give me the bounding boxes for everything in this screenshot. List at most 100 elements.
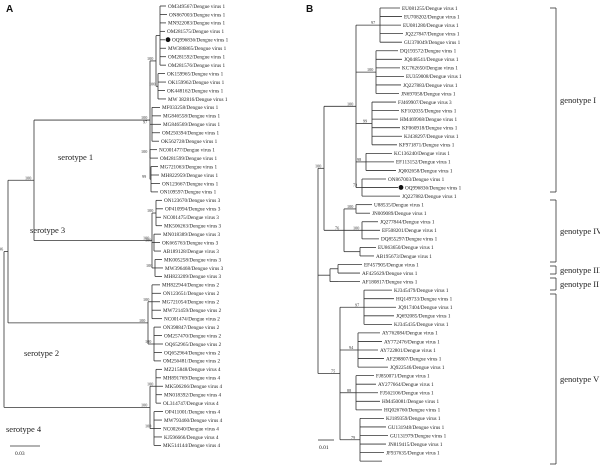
clade-serotype-1: serotype 1 (58, 152, 93, 162)
panelB-leaf: EU359008/Dengue virus 1 (406, 74, 462, 80)
panelB-leaf: HQ149733/Dengue virus 1 (396, 297, 453, 303)
panelB-leaf: KC762650/Dengue virus 1 (402, 66, 458, 72)
query-sequence-marker (165, 37, 171, 43)
panelB-bootstrap: 88 (347, 388, 351, 393)
panelA-leaf: OM349567/Dengue virus 1 (168, 4, 225, 10)
panelA-leaf: MG846558/Dengue virus 1 (163, 114, 220, 120)
panelA-leaf: ON123667/Dengue virus 1 (162, 181, 219, 187)
panelA-leaf: OK159962/Dengue virus 1 (168, 80, 225, 86)
panelA-leaf: OM281592/Dengue virus 1 (168, 55, 225, 61)
panelA-leaf: MW793460/Dengue virus 4 (164, 418, 223, 424)
panelB-leaf: JQ692085/Dengue virus 1 (396, 314, 451, 320)
panelB-leaf: EU863650/Dengue virus 1 (378, 245, 434, 251)
panelA-bootstrap: 100 (145, 424, 151, 429)
panelB-leaf: EF113152/Dengue virus 1 (396, 160, 451, 166)
panelA-leaf: ON109597/Dengue virus 1 (160, 190, 217, 196)
panelB-bootstrap: 79 (351, 435, 355, 440)
panelB-leaf: HM469968/Dengue virus 1 (400, 117, 457, 123)
panelB-leaf: KJ438297/Dengue virus 1 (404, 134, 459, 140)
panelA-leaf: OM281599/Dengue virus 1 (160, 156, 217, 162)
panelB-leaf: JN009089/Dengue virus 1 (372, 211, 427, 217)
panelA-leaf: MW721459/Dengue virus 2 (163, 308, 222, 314)
panelB-bootstrap: 100 (347, 101, 353, 106)
panelA-leaf: MW 382816/Dengue virus 1 (168, 97, 228, 103)
panelB-leaf: KF971871/Dengue virus 1 (399, 143, 455, 149)
panelA-leaf: NC001475/Dengue virus 3 (163, 215, 219, 221)
panelA-leaf: MH891769/Dengue virus 4 (163, 376, 220, 382)
panelA-leaf: NC001477/Dengue virus 1 (159, 147, 215, 153)
panelA-leaf: ON398847/Dengue virus 2 (163, 325, 220, 331)
panelB-leaf: KJ189359/Dengue virus 1 (386, 416, 441, 422)
panelA-bootstrap: 100 (139, 318, 145, 323)
panelB-leaf: U88535/Dengue virus 1 (374, 202, 424, 208)
panelB-leaf: AF425629/Dengue virus 1 (362, 271, 418, 277)
panelA-bootstrap: 100 (141, 149, 147, 154)
panelB-bootstrap: 100 (315, 163, 321, 168)
panelB-leaf: JQ048541/Dengue virus 1 (404, 57, 459, 63)
panelA-bootstrap: 99 (142, 174, 146, 179)
panelA-bootstrap: 100 (143, 235, 149, 240)
panelB-leaf: FJ469907/Dengue virus 3 (398, 100, 452, 106)
panelB-leaf: HQ026760/Dengue virus 1 (384, 408, 441, 414)
panelB-bootstrap: 100 (367, 67, 373, 72)
panelB-leaf: JQ227883/Dengue virus 1 (403, 83, 458, 89)
panelA-leaf: NC001474/Dengue virus 2 (164, 316, 220, 322)
panelB-leaf: EF508201/Dengue virus 1 (382, 228, 437, 234)
panelB-leaf: KF102035/Dengue virus 1 (401, 108, 457, 114)
panelA-leaf: NC002640/Dengue virus 4 (163, 426, 219, 432)
panelA-leaf: MG721054/Dengue virus 2 (162, 300, 219, 306)
panelB-leaf: GU131948/Dengue virus 1 (388, 425, 445, 431)
scale-bar-b-label: 0.01 (319, 445, 329, 451)
panelA-leaf: OP411001/Dengue virus 4 (165, 409, 221, 415)
tree-panel-a: OM349567/Dengue virus 1 ON867003/Dengue v… (0, 4, 229, 449)
panelA-leaf: OQ996836/Dengue virus 1 (172, 38, 229, 44)
clade-genotype-5: genotype V (560, 374, 600, 384)
panelB-leaf: JN697058/Dengue virus 1 (401, 91, 456, 97)
panelA-bootstrap: 100 (147, 56, 153, 61)
panelB-bootstrap: 99 (363, 118, 367, 123)
panelB-leaf: AF180817/Dengue virus 1 (362, 279, 418, 285)
panelA-leaf: AB189128/Dengue virus 3 (163, 249, 219, 255)
panelA-leaf: MH822959/Dengue virus 1 (161, 173, 218, 179)
panelA-leaf: OQ652965/Dengue virus 2 (165, 342, 222, 348)
panelA-bootstrap: 100 (146, 263, 152, 268)
panelB-leaf: JQ002658/Dengue virus 1 (398, 168, 453, 174)
panelB-bootstrap: 100 (347, 204, 353, 209)
panelA-bootstrap: 100 (141, 115, 147, 120)
panelA-leaf: OM281576/Dengue virus 1 (168, 63, 225, 69)
panelA-bootstrap: 100 (147, 381, 153, 386)
panelB-leaf: KJ345435/Dengue virus 1 (394, 322, 449, 328)
panelB-leaf: AY762084/Dengue virus 1 (382, 331, 438, 337)
panelA-leaf: MZ215848/Dengue virus 4 (164, 367, 221, 373)
panelB-leaf: AB195673/Dengue virus 1 (376, 254, 432, 260)
panelB-bootstrap: 94 (349, 345, 354, 350)
panelB-bootstrap: 97 (355, 302, 359, 307)
clade-genotype-3: genotype III (560, 265, 600, 275)
panelB-leaf: AY772476/Dengue virus 1 (384, 339, 440, 345)
panelA-leaf: OK665763/Dengue virus 3 (162, 240, 219, 246)
panelA-leaf: MN018389/Dengue virus 3 (163, 232, 220, 238)
panelA-leaf: OK562728/Dengue virus 1 (161, 139, 218, 145)
panelB-leaf: GU131979/Dengue virus 1 (390, 433, 447, 439)
panelB-leaf: JQ227882/Dengue virus 1 (402, 194, 457, 200)
panelB-leaf: AY722801/Dengue virus 1 (380, 348, 436, 354)
panelB-leaf: HM450081/Dengue virus 1 (382, 399, 439, 405)
panelA-leaf: OK448162/Dengue virus 1 (167, 88, 224, 94)
panelA-leaf: ON123651/Dengue virus 2 (163, 291, 220, 297)
panelB-leaf: FJ850071/Dengue virus 1 (376, 373, 430, 379)
panelA-leaf: MN018392/Dengue virus 4 (164, 393, 221, 399)
panelB-bootstrap: 97 (371, 20, 375, 25)
tree-panel-b: EU081255/Dengue virus 1 EU708202/Dengue v… (315, 6, 462, 462)
panelA-leaf: KJ596666/Dengue virus 4 (164, 435, 219, 441)
clade-serotype-2: serotype 2 (24, 348, 59, 358)
panelA-bootstrap: 96 (0, 247, 3, 252)
panelB-leaf: EF457905/Dengue virus 1 (364, 262, 419, 268)
panelB-bootstrap: 98 (357, 157, 361, 162)
panelA-leaf: MK506266/Dengue virus 4 (165, 384, 222, 390)
panelA-bootstrap: 100 (143, 297, 149, 302)
panelB-leaf: GU370049/Dengue virus 1 (404, 40, 461, 46)
panelA-leaf: MW386865/Dengue virus 1 (168, 46, 227, 52)
panelA-bootstrap: 100 (25, 175, 31, 180)
panelA-leaf: MW396468/Dengue virus 3 (165, 266, 224, 272)
panelB-leaf: KJ345479/Dengue virus 1 (394, 288, 449, 294)
